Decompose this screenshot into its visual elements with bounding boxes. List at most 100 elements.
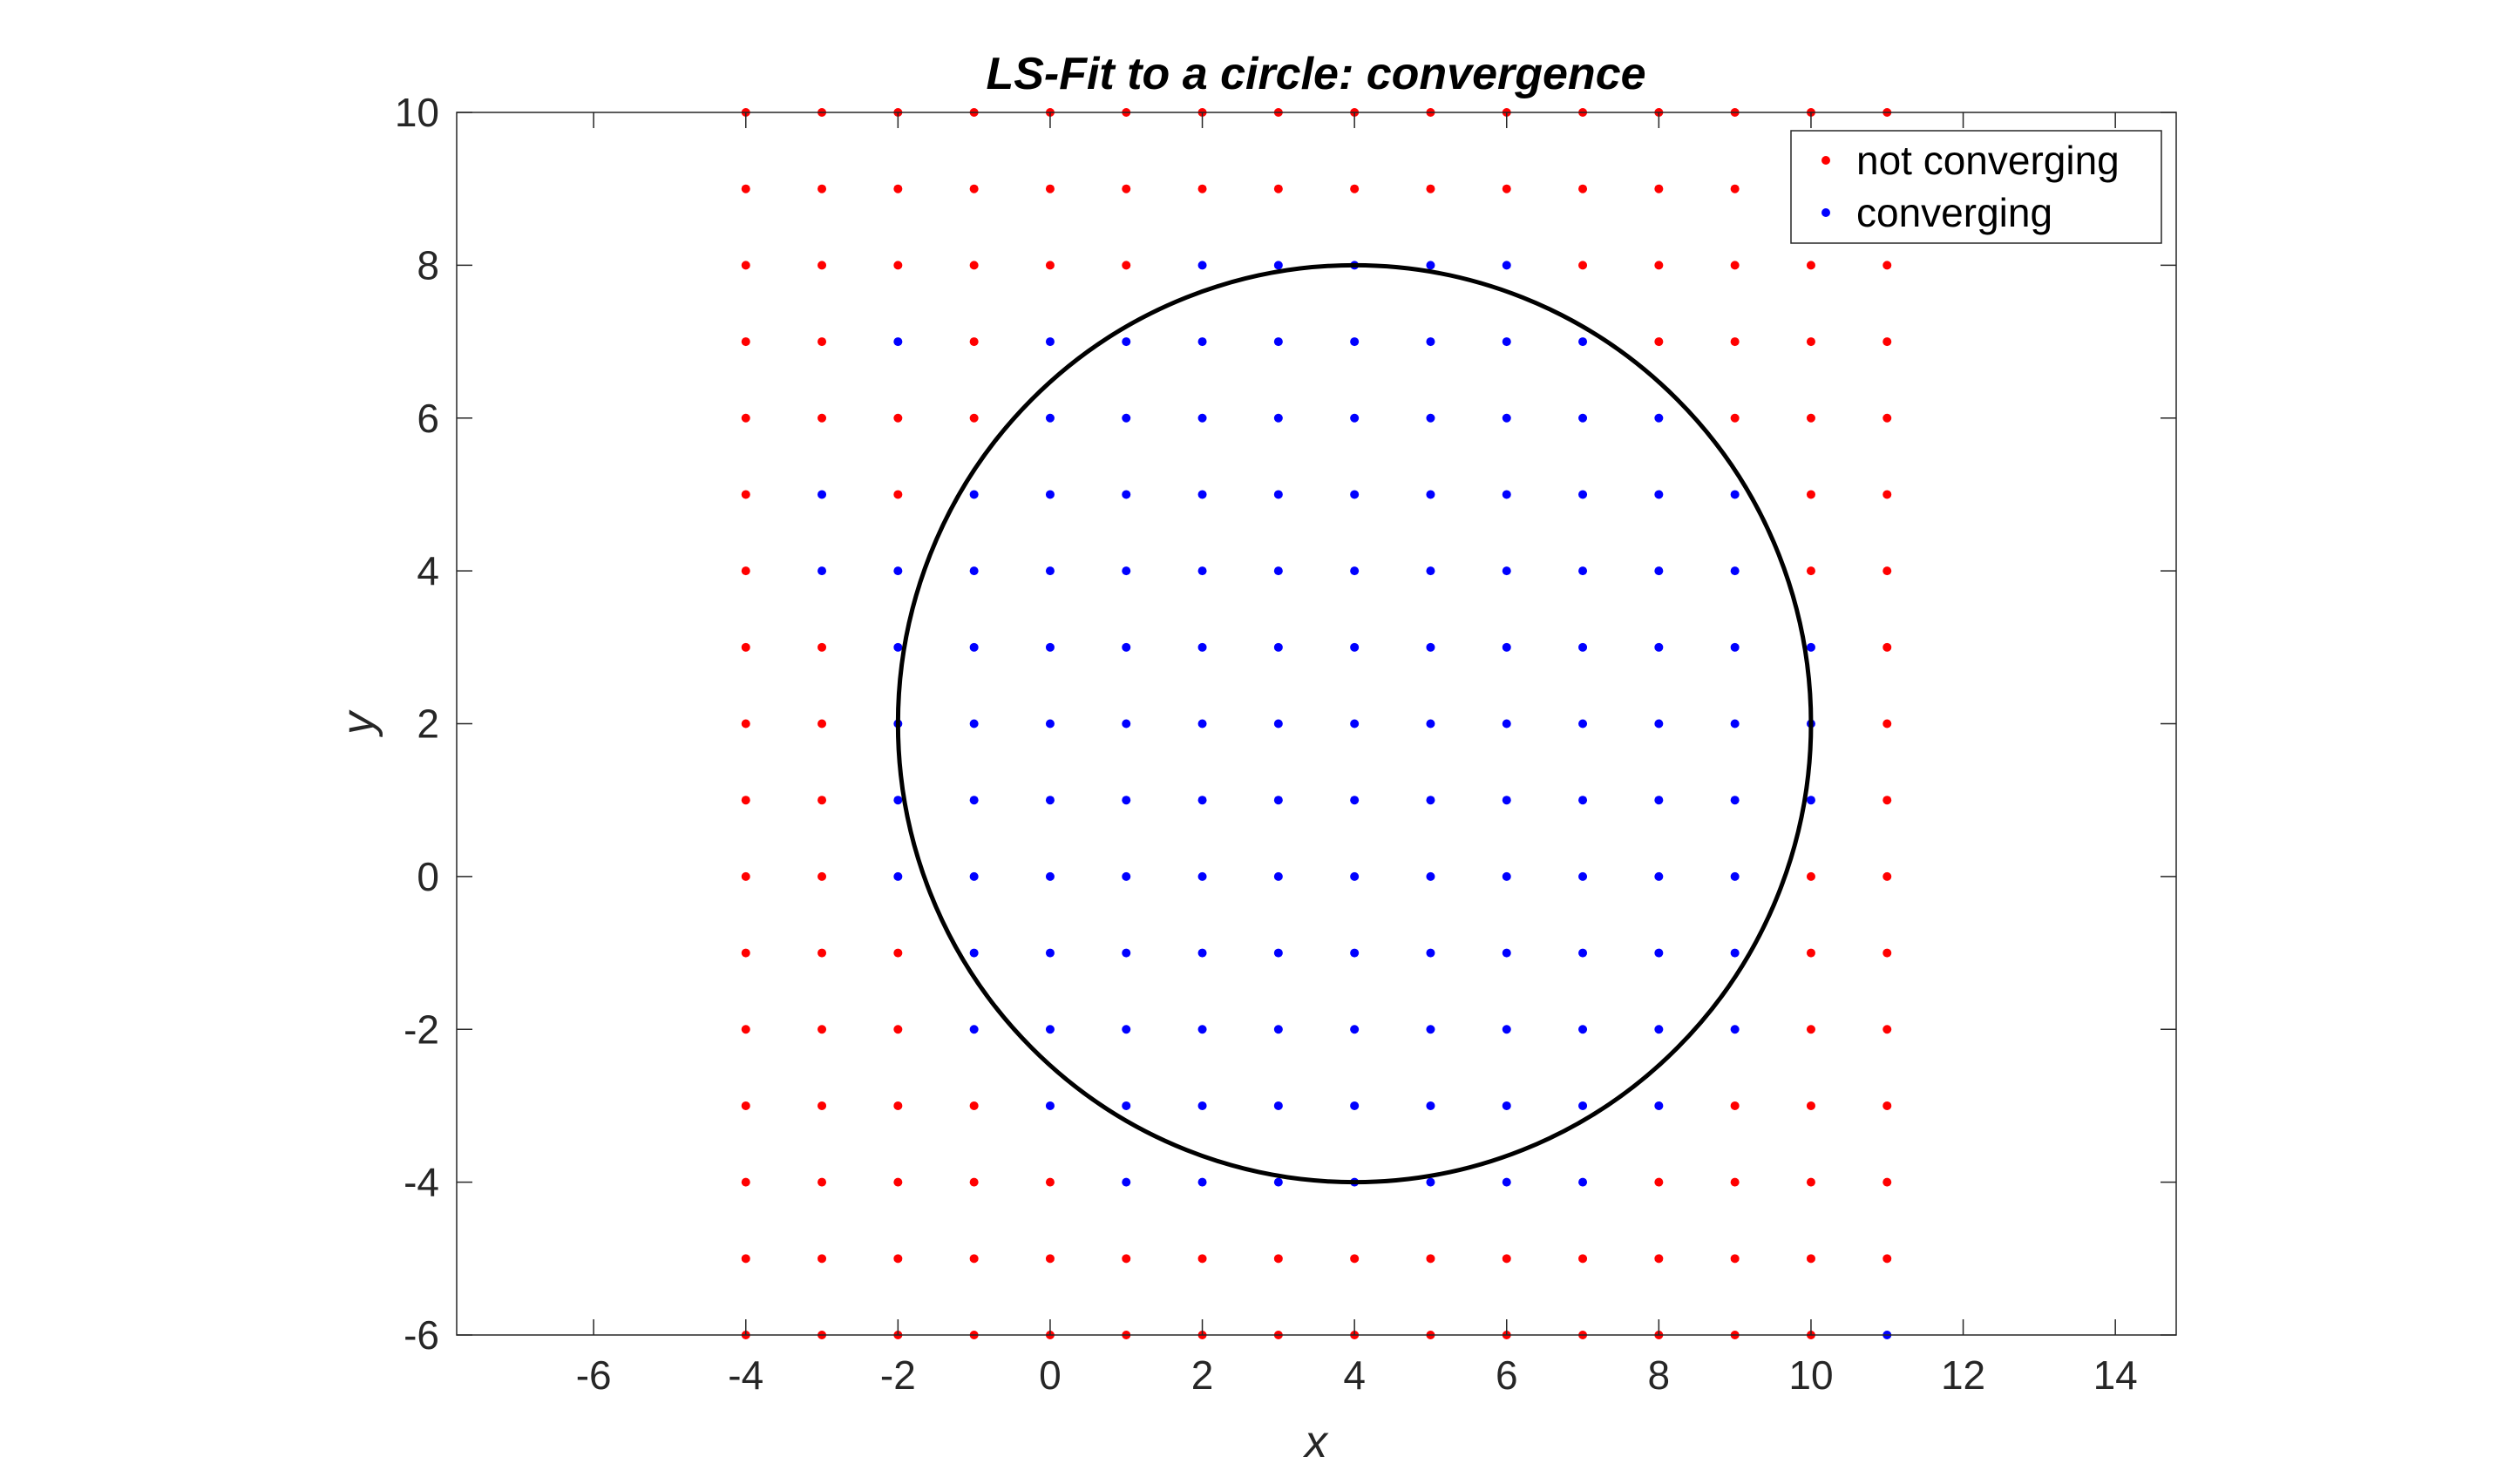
converging-point [817, 566, 827, 576]
not-converging-point [817, 871, 827, 881]
y-tick-label: -6 [404, 1312, 439, 1358]
converging-point [1578, 1177, 1588, 1187]
converging-point [1273, 566, 1283, 576]
converging-point [1578, 337, 1588, 347]
not-converging-point [741, 566, 750, 576]
not-converging-point [1806, 566, 1815, 576]
not-converging-point [1045, 1254, 1055, 1264]
legend-label-converging: converging [1856, 190, 2052, 235]
converging-point [1350, 796, 1360, 805]
not-converging-point [1654, 261, 1664, 270]
not-converging-point [1578, 1254, 1588, 1264]
converging-point [1045, 1101, 1055, 1110]
not-converging-point [1882, 948, 1892, 958]
converging-point [1502, 413, 1511, 423]
chart-title: LS-Fit to a circle: convergence [986, 49, 1645, 99]
not-converging-point [1045, 184, 1055, 193]
converging-point [1426, 871, 1435, 881]
not-converging-point [969, 337, 979, 347]
not-converging-point [741, 337, 750, 347]
converging-point [1578, 719, 1588, 728]
not-converging-point [741, 1101, 750, 1110]
converging-point [1502, 490, 1511, 499]
converging-point [1502, 1101, 1511, 1110]
converging-point [1273, 1025, 1283, 1034]
not-converging-point [1197, 1254, 1207, 1264]
converging-point [1122, 490, 1131, 499]
not-converging-point [817, 413, 827, 423]
converging-point [1273, 490, 1283, 499]
x-tick-label: 0 [1039, 1352, 1062, 1398]
converging-point [1350, 1025, 1360, 1034]
converging-point [1197, 642, 1207, 652]
converging-point [1426, 566, 1435, 576]
converging-point [969, 871, 979, 881]
not-converging-point [1806, 1254, 1815, 1264]
not-converging-point [1806, 490, 1815, 499]
not-converging-point [741, 413, 750, 423]
converging-point [1197, 719, 1207, 728]
points-layer [741, 108, 1892, 1339]
converging-point [969, 948, 979, 958]
converging-point [1730, 642, 1740, 652]
not-converging-point [817, 948, 827, 958]
x-tick-label: 2 [1191, 1352, 1214, 1398]
converging-point [1197, 490, 1207, 499]
not-converging-point [1730, 1101, 1740, 1110]
converging-point [1122, 413, 1131, 423]
converging-point [1578, 796, 1588, 805]
converging-point [1122, 1025, 1131, 1034]
converging-point [1350, 948, 1360, 958]
not-converging-point [741, 184, 750, 193]
converging-point [1426, 948, 1435, 958]
not-converging-point [1273, 184, 1283, 193]
converging-point [1197, 796, 1207, 805]
converging-point [1502, 566, 1511, 576]
converging-point [969, 1025, 979, 1034]
not-converging-point [1730, 184, 1740, 193]
not-converging-point [1806, 871, 1815, 881]
converging-point [1502, 719, 1511, 728]
not-converging-point [1882, 337, 1892, 347]
legend: not converging converging [1790, 130, 2162, 244]
not-converging-point [1806, 337, 1815, 347]
not-converging-point [1578, 184, 1588, 193]
ticks-layer: -6 -4 -2 0 2 4 6 8 10 12 14 -6 -4 -2 0 2 4 6 8 10 [395, 90, 2176, 1398]
converging-point [1578, 948, 1588, 958]
converging-point [1578, 1101, 1588, 1110]
converging-point [893, 566, 903, 576]
converging-point [1426, 337, 1435, 347]
converging-point [1122, 642, 1131, 652]
converging-point [1654, 1101, 1664, 1110]
not-converging-point [817, 642, 827, 652]
converging-point [1273, 871, 1283, 881]
converging-point [1197, 337, 1207, 347]
converging-point [1045, 337, 1055, 347]
converging-point [1426, 413, 1435, 423]
converging-point [1273, 642, 1283, 652]
not-converging-point [1806, 261, 1815, 270]
not-converging-point [1273, 1254, 1283, 1264]
converging-point [1350, 490, 1360, 499]
converging-point [1730, 719, 1740, 728]
x-tick-label: 6 [1496, 1352, 1518, 1398]
not-converging-point [893, 413, 903, 423]
legend-label-not-converging: not converging [1856, 138, 2120, 183]
not-converging-point [741, 642, 750, 652]
converging-point [1578, 413, 1588, 423]
converging-point [1273, 1177, 1283, 1187]
not-converging-point [1882, 642, 1892, 652]
x-tick-label: -4 [728, 1352, 763, 1398]
not-converging-point [1350, 1254, 1360, 1264]
legend-box [1790, 130, 2162, 244]
not-converging-point [1654, 1254, 1664, 1264]
converging-point [1502, 796, 1511, 805]
y-tick-label: 0 [417, 854, 439, 899]
not-converging-point [1350, 184, 1360, 193]
converging-point [1197, 871, 1207, 881]
x-tick-label: -6 [576, 1352, 612, 1398]
not-converging-point [1882, 871, 1892, 881]
not-converging-point [969, 1101, 979, 1110]
converging-point [1350, 642, 1360, 652]
